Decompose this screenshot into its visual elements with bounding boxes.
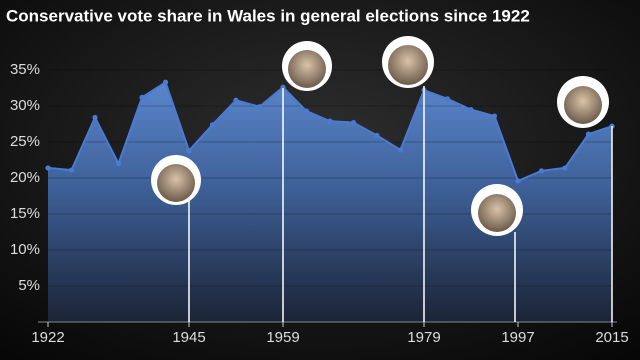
point <box>115 161 122 167</box>
point <box>256 104 263 110</box>
y-tick-label: 15% <box>10 205 40 222</box>
y-tick-label: 10% <box>10 241 40 258</box>
point <box>68 167 75 173</box>
leader-photos <box>151 36 609 236</box>
point <box>538 168 545 174</box>
point <box>515 178 521 184</box>
point <box>397 147 404 153</box>
point <box>162 79 169 85</box>
y-tick-label: 5% <box>18 277 40 294</box>
point <box>92 114 98 121</box>
point <box>374 132 380 139</box>
chart-title: Conservative vote share in Wales in gene… <box>6 6 530 25</box>
point <box>491 113 498 119</box>
x-tick-label: 1922 <box>31 329 64 346</box>
point <box>585 131 592 137</box>
point <box>303 108 310 114</box>
y-tick-label: 35% <box>10 61 40 78</box>
point <box>327 118 333 124</box>
x-tick-label: 1959 <box>266 329 299 346</box>
x-tick-label: 1997 <box>501 329 534 346</box>
point <box>209 122 216 128</box>
y-tick-label: 20% <box>10 169 40 186</box>
point <box>350 119 357 126</box>
leader-markers <box>188 86 613 322</box>
point <box>45 165 51 171</box>
y-tick-label: 30% <box>10 97 40 114</box>
point <box>139 94 145 100</box>
y-tick-label: 25% <box>10 133 40 150</box>
x-tick-label: 1945 <box>172 329 205 346</box>
point <box>233 97 239 103</box>
x-tick-label: 2015 <box>595 329 628 346</box>
x-tick-label: 1979 <box>407 329 440 346</box>
point <box>468 107 474 113</box>
point <box>186 148 192 154</box>
point <box>444 96 451 102</box>
point <box>562 165 568 171</box>
point <box>280 84 286 90</box>
